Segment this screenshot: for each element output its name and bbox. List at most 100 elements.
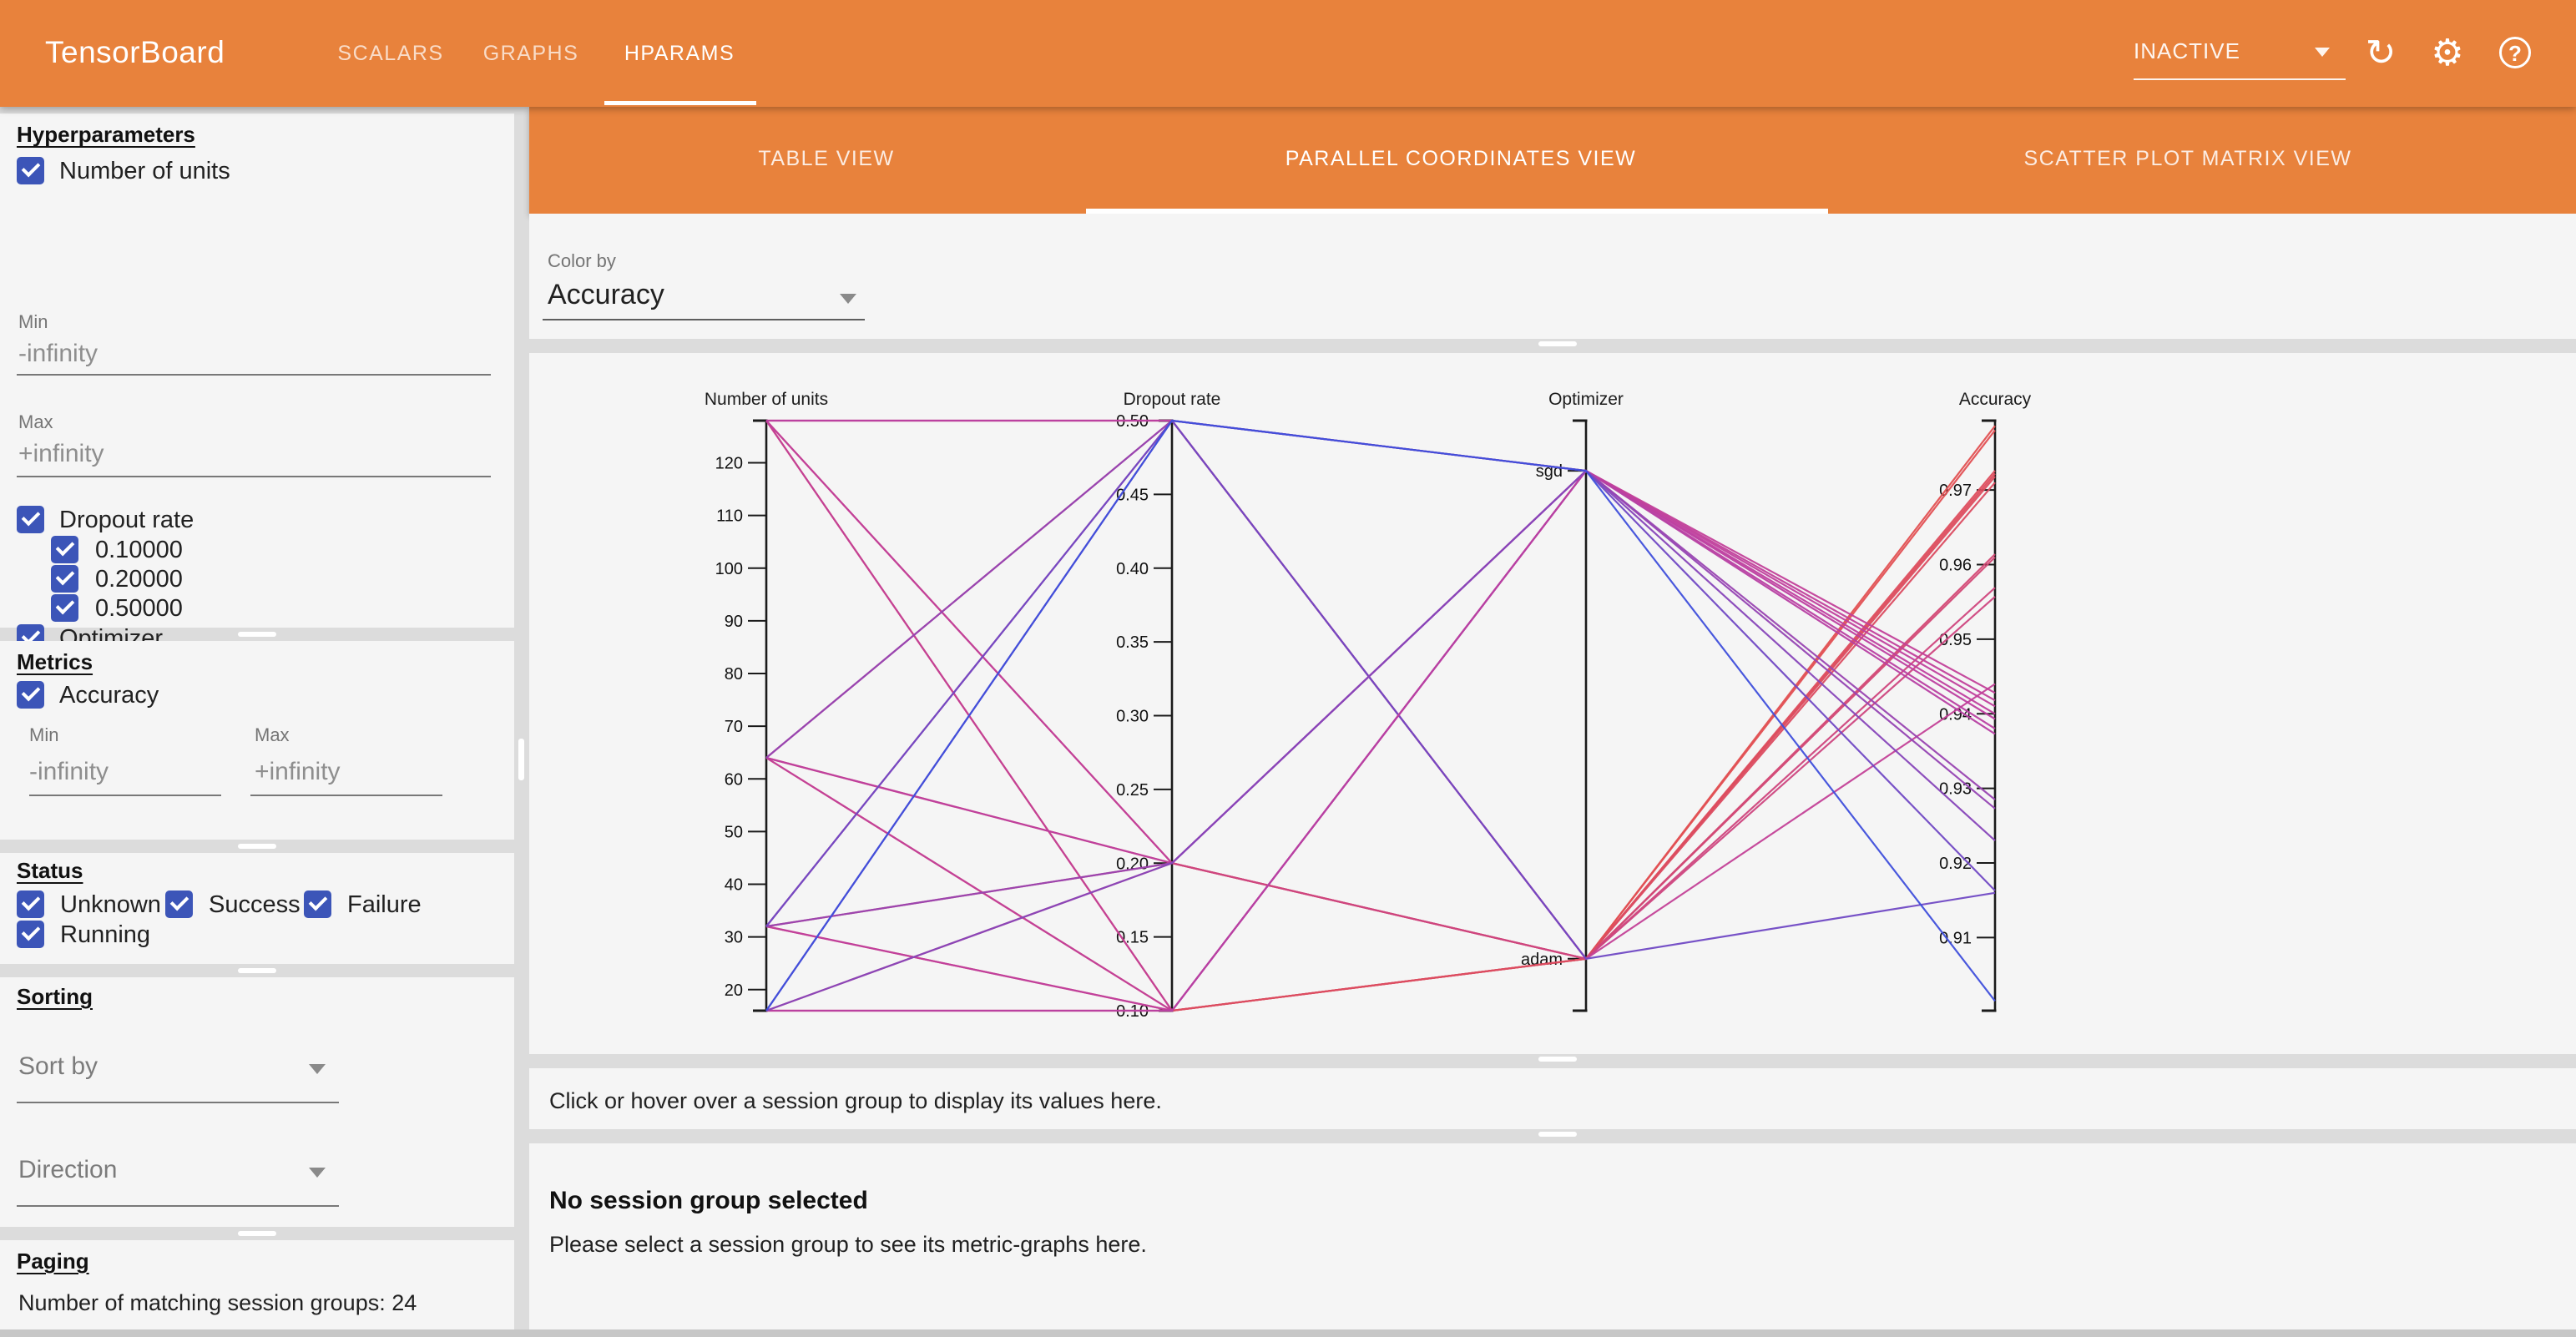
reload-icon[interactable]: ↻ (2365, 33, 2397, 73)
checkbox-dropout-0.20000[interactable] (51, 565, 78, 593)
session-group-line[interactable] (765, 429, 1996, 1012)
axis-title: Optimizer (1548, 390, 1624, 409)
session-group-line[interactable] (765, 419, 1996, 1012)
tick-label: adam (1521, 951, 1563, 969)
section-resize-handle[interactable] (238, 844, 276, 849)
axis-number-of-units[interactable]: Number of units 20 30 40 50 60 70 80 90 100 110 120 (705, 390, 828, 1012)
nav-tab-graphs[interactable]: GRAPHS (482, 42, 579, 65)
chevron-down-icon[interactable] (309, 1168, 326, 1178)
checkbox-status-running[interactable] (17, 921, 44, 948)
axis-dropout-rate[interactable]: Dropout rate0.100.150.200.250.300.350.40… (1116, 390, 1220, 1021)
help-icon[interactable]: ? (2499, 37, 2531, 68)
max-label: Max (18, 411, 53, 432)
checkbox-dropout-0.50000[interactable] (51, 594, 78, 622)
min-label: Min (29, 724, 59, 745)
metrics-heading: Metrics (17, 649, 93, 674)
session-group-line[interactable] (765, 469, 1996, 1012)
tick-label: 30 (725, 929, 743, 947)
chevron-down-icon[interactable] (309, 1064, 326, 1074)
axis-title: Dropout rate (1124, 390, 1221, 409)
max-input[interactable]: +infinity (18, 440, 104, 467)
color-by-label: Color by (548, 250, 616, 271)
checkbox-number-of-units[interactable] (17, 157, 44, 184)
panel-resize-handle[interactable] (1538, 1132, 1577, 1137)
panel-resize-handle[interactable] (1538, 341, 1577, 346)
checkbox-status-failure[interactable] (304, 890, 331, 918)
nav-tab-hparams[interactable]: HPARAMS (624, 42, 735, 65)
axis-title: Number of units (705, 390, 828, 409)
session-group-line[interactable] (765, 469, 1996, 928)
color-by-select[interactable]: Accuracy (548, 279, 664, 310)
parallel-coordinates-chart[interactable]: Number of units 20 30 40 50 60 70 80 90 100 110 120… (529, 353, 2576, 1054)
tick-label: 20 (725, 981, 743, 1000)
status-label: Unknown (60, 891, 161, 918)
chevron-down-icon[interactable] (2315, 48, 2330, 57)
session-group-line[interactable] (765, 469, 1996, 1012)
direction-select[interactable]: Direction (18, 1156, 118, 1183)
empty-state-title: No session group selected (549, 1187, 868, 1214)
dropout-value-label: 0.10000 (95, 537, 183, 563)
sorting-heading: Sorting (17, 984, 93, 1009)
paging-heading: Paging (17, 1249, 89, 1274)
axis-accuracy[interactable]: Accuracy 0.91 0.92 0.93 0.94 0.95 0.96 0.97 (1939, 390, 2032, 1012)
tab-parallel-coordinates-view[interactable]: PARALLEL COORDINATES VIEW (1285, 147, 1637, 170)
session-group-line[interactable] (765, 420, 1996, 865)
session-group-line[interactable] (765, 472, 1996, 961)
tab-table-view[interactable]: TABLE VIEW (758, 147, 895, 170)
settings-icon[interactable]: ⚙ (2431, 33, 2464, 73)
metric-label: Accuracy (59, 682, 159, 709)
max-label: Max (255, 724, 290, 745)
sort-by-select[interactable]: Sort by (18, 1052, 98, 1080)
paging-section: Paging Number of matching session groups… (0, 1240, 514, 1337)
checkbox-status-unknown[interactable] (17, 890, 44, 918)
session-group-line[interactable] (766, 469, 1996, 1012)
checkbox-accuracy[interactable] (17, 681, 44, 709)
nav-tab-scalars[interactable]: SCALARS (337, 42, 444, 65)
horizontal-scrollbar[interactable] (0, 1329, 2576, 1337)
min-input[interactable]: -infinity (29, 758, 109, 785)
tick-label: 0.91 (1939, 929, 1972, 947)
tick-label: 0.97 (1939, 482, 1972, 500)
section-resize-handle[interactable] (238, 632, 276, 637)
direction-underline (17, 1205, 339, 1207)
session-group-line[interactable] (765, 596, 1996, 1012)
checkbox-dropout-rate[interactable] (17, 506, 44, 533)
tick-label: 50 (725, 823, 743, 841)
chart-panel: Number of units 20 30 40 50 60 70 80 90 100 110 120… (529, 353, 2576, 1054)
session-group-line[interactable] (765, 419, 1996, 1012)
active-tab-underline (1086, 209, 1828, 214)
color-by-underline (543, 319, 865, 320)
max-input-underline (17, 476, 491, 477)
tick-label: 80 (725, 665, 743, 684)
hparam-label: Number of units (59, 158, 230, 184)
max-input-underline (250, 795, 442, 796)
panel-resize-handle[interactable] (1538, 1057, 1577, 1062)
chevron-down-icon[interactable] (840, 294, 856, 304)
session-group-line[interactable] (765, 469, 1996, 1012)
hover-hint-panel: Click or hover over a session group to d… (529, 1068, 2576, 1129)
metrics-section: Metrics Accuracy Min Max -infinity +infi… (0, 641, 514, 840)
checkbox-dropout-0.10000[interactable] (51, 536, 78, 563)
min-input[interactable]: -infinity (18, 340, 98, 367)
run-status-underline (2134, 78, 2346, 80)
session-group-line[interactable] (766, 482, 1996, 1012)
tab-scatter-plot-matrix-view[interactable]: SCATTER PLOT MATRIX VIEW (2023, 147, 2352, 170)
sort-by-underline (17, 1102, 339, 1103)
hover-hint-text: Click or hover over a session group to d… (549, 1088, 1162, 1113)
max-input[interactable]: +infinity (255, 758, 341, 785)
empty-state-message: Please select a session group to see its… (549, 1232, 1147, 1257)
session-group-lines (765, 419, 1996, 1012)
tick-label: 70 (725, 718, 743, 736)
tick-label: 0.35 (1116, 633, 1149, 652)
run-status-select[interactable]: INACTIVE (2134, 38, 2240, 63)
hyperparameters-heading: Hyperparameters (17, 122, 195, 147)
axis-title: Accuracy (1959, 390, 2032, 409)
sidebar-resize-handle[interactable] (518, 739, 524, 780)
section-resize-handle[interactable] (238, 968, 276, 973)
status-label: Running (60, 921, 151, 948)
checkbox-status-success[interactable] (165, 890, 193, 918)
section-resize-handle[interactable] (238, 1231, 276, 1236)
tick-label: 60 (725, 770, 743, 789)
session-group-line[interactable] (766, 419, 1996, 730)
